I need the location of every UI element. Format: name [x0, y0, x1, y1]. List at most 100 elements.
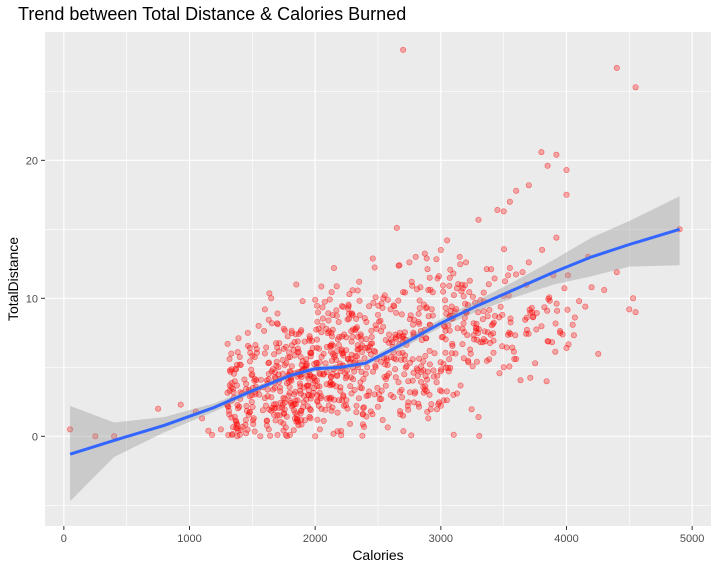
data-point: [331, 396, 338, 403]
data-point: [334, 409, 341, 416]
data-point: [433, 379, 440, 386]
data-point: [595, 350, 602, 357]
data-point: [462, 300, 469, 307]
data-point: [224, 340, 231, 347]
data-point: [373, 325, 380, 332]
data-point: [297, 353, 304, 360]
data-point: [243, 385, 250, 392]
data-point: [307, 407, 314, 414]
data-point: [291, 352, 298, 359]
data-point: [340, 402, 347, 409]
data-point: [503, 344, 510, 351]
data-point: [325, 402, 332, 409]
data-point: [351, 368, 358, 375]
data-point: [456, 253, 463, 260]
data-point: [274, 344, 281, 351]
data-point: [294, 397, 301, 404]
data-point: [420, 389, 427, 396]
data-point: [557, 327, 564, 334]
data-point: [384, 424, 391, 431]
data-point: [448, 350, 455, 357]
x-tick-label: 4000: [554, 533, 578, 545]
data-point: [246, 409, 253, 416]
data-point: [564, 272, 571, 279]
data-point: [544, 162, 551, 169]
data-point: [445, 365, 452, 372]
data-point: [342, 375, 349, 382]
data-point: [297, 387, 304, 394]
data-point: [398, 386, 405, 393]
data-point: [372, 322, 379, 329]
data-point: [250, 420, 257, 427]
data-point: [369, 255, 376, 262]
data-point: [423, 388, 430, 395]
data-point: [539, 246, 546, 253]
data-point: [249, 403, 256, 410]
data-point: [459, 325, 466, 332]
data-point: [358, 368, 365, 375]
data-point: [315, 402, 322, 409]
data-point: [334, 347, 341, 354]
data-point: [588, 284, 595, 291]
data-point: [286, 368, 293, 375]
data-point: [450, 292, 457, 299]
data-point: [381, 292, 388, 299]
data-point: [427, 406, 434, 413]
data-point: [360, 375, 367, 382]
data-point: [446, 327, 453, 334]
data-point: [401, 329, 408, 336]
data-point: [205, 427, 212, 434]
data-point: [305, 387, 312, 394]
data-point: [469, 363, 476, 370]
data-point: [233, 382, 240, 389]
data-point: [359, 432, 366, 439]
data-point: [322, 360, 329, 367]
y-tick-label: 10: [26, 293, 38, 305]
data-point: [368, 333, 375, 340]
data-point: [297, 328, 304, 335]
data-point: [523, 330, 530, 337]
data-point: [416, 305, 423, 312]
data-point: [430, 367, 437, 374]
data-point: [281, 327, 288, 334]
data-point: [453, 390, 460, 397]
data-point: [486, 306, 493, 313]
data-point: [424, 376, 431, 383]
data-point: [314, 318, 321, 325]
data-point: [271, 374, 278, 381]
data-point: [379, 304, 386, 311]
data-point: [417, 378, 424, 385]
data-point: [356, 297, 363, 304]
data-point: [385, 370, 392, 377]
x-tick-label: 0: [61, 533, 67, 545]
data-point: [374, 311, 381, 318]
data-point: [226, 355, 233, 362]
data-point: [347, 383, 354, 390]
data-point: [499, 343, 506, 350]
data-point: [564, 306, 571, 313]
data-point: [257, 433, 264, 440]
data-point: [364, 364, 371, 371]
data-point: [465, 357, 472, 364]
data-point: [410, 321, 417, 328]
data-point: [380, 323, 387, 330]
data-point: [279, 401, 286, 408]
data-point: [285, 378, 292, 385]
data-point: [421, 250, 428, 257]
data-point: [519, 269, 526, 276]
data-point: [313, 302, 320, 309]
data-point: [280, 345, 287, 352]
data-point: [525, 259, 532, 266]
data-point: [506, 198, 513, 205]
x-tick-label: 3000: [429, 533, 453, 545]
data-point: [483, 266, 490, 273]
data-point: [480, 289, 487, 296]
data-point: [247, 358, 254, 365]
data-point: [282, 424, 289, 431]
data-point: [263, 422, 270, 429]
data-point: [378, 387, 385, 394]
data-point: [242, 416, 249, 423]
data-point: [428, 401, 435, 408]
data-point: [279, 356, 286, 363]
data-point: [374, 403, 381, 410]
